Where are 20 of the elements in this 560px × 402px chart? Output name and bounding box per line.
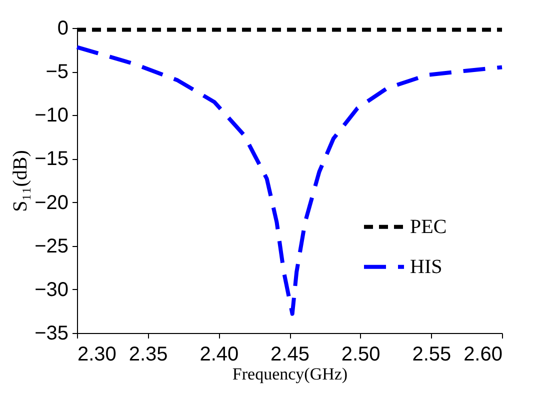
y-axis-title: S₁₁(dB)	[10, 150, 32, 212]
x-tick-label: 2.60	[464, 344, 502, 366]
x-tick-label: 2.30	[78, 344, 116, 366]
y-tick-label: −30	[34, 278, 68, 301]
x-tick-label: 2.40	[200, 344, 239, 366]
x-tick-label: 2.35	[128, 344, 168, 366]
line-series	[75, 45, 504, 316]
y-tick-label: −10	[34, 104, 68, 127]
y-tick-label: −5	[46, 61, 68, 84]
y-tick-label: −25	[34, 235, 68, 258]
x-tick-label: 2.50	[341, 344, 380, 366]
x-tick-label: 2.55	[412, 344, 452, 366]
legend-label: HIS	[410, 256, 442, 278]
x-axis-title: Frequency(GHz)	[232, 364, 348, 384]
x-tick-label: 2.45	[270, 344, 310, 366]
y-tick-label: −15	[34, 148, 68, 170]
y-tick-label: −20	[34, 192, 68, 214]
y-tick-label: −35	[34, 322, 68, 344]
y-tick-label: 0	[57, 18, 68, 40]
legend-label: PEC	[410, 216, 447, 238]
